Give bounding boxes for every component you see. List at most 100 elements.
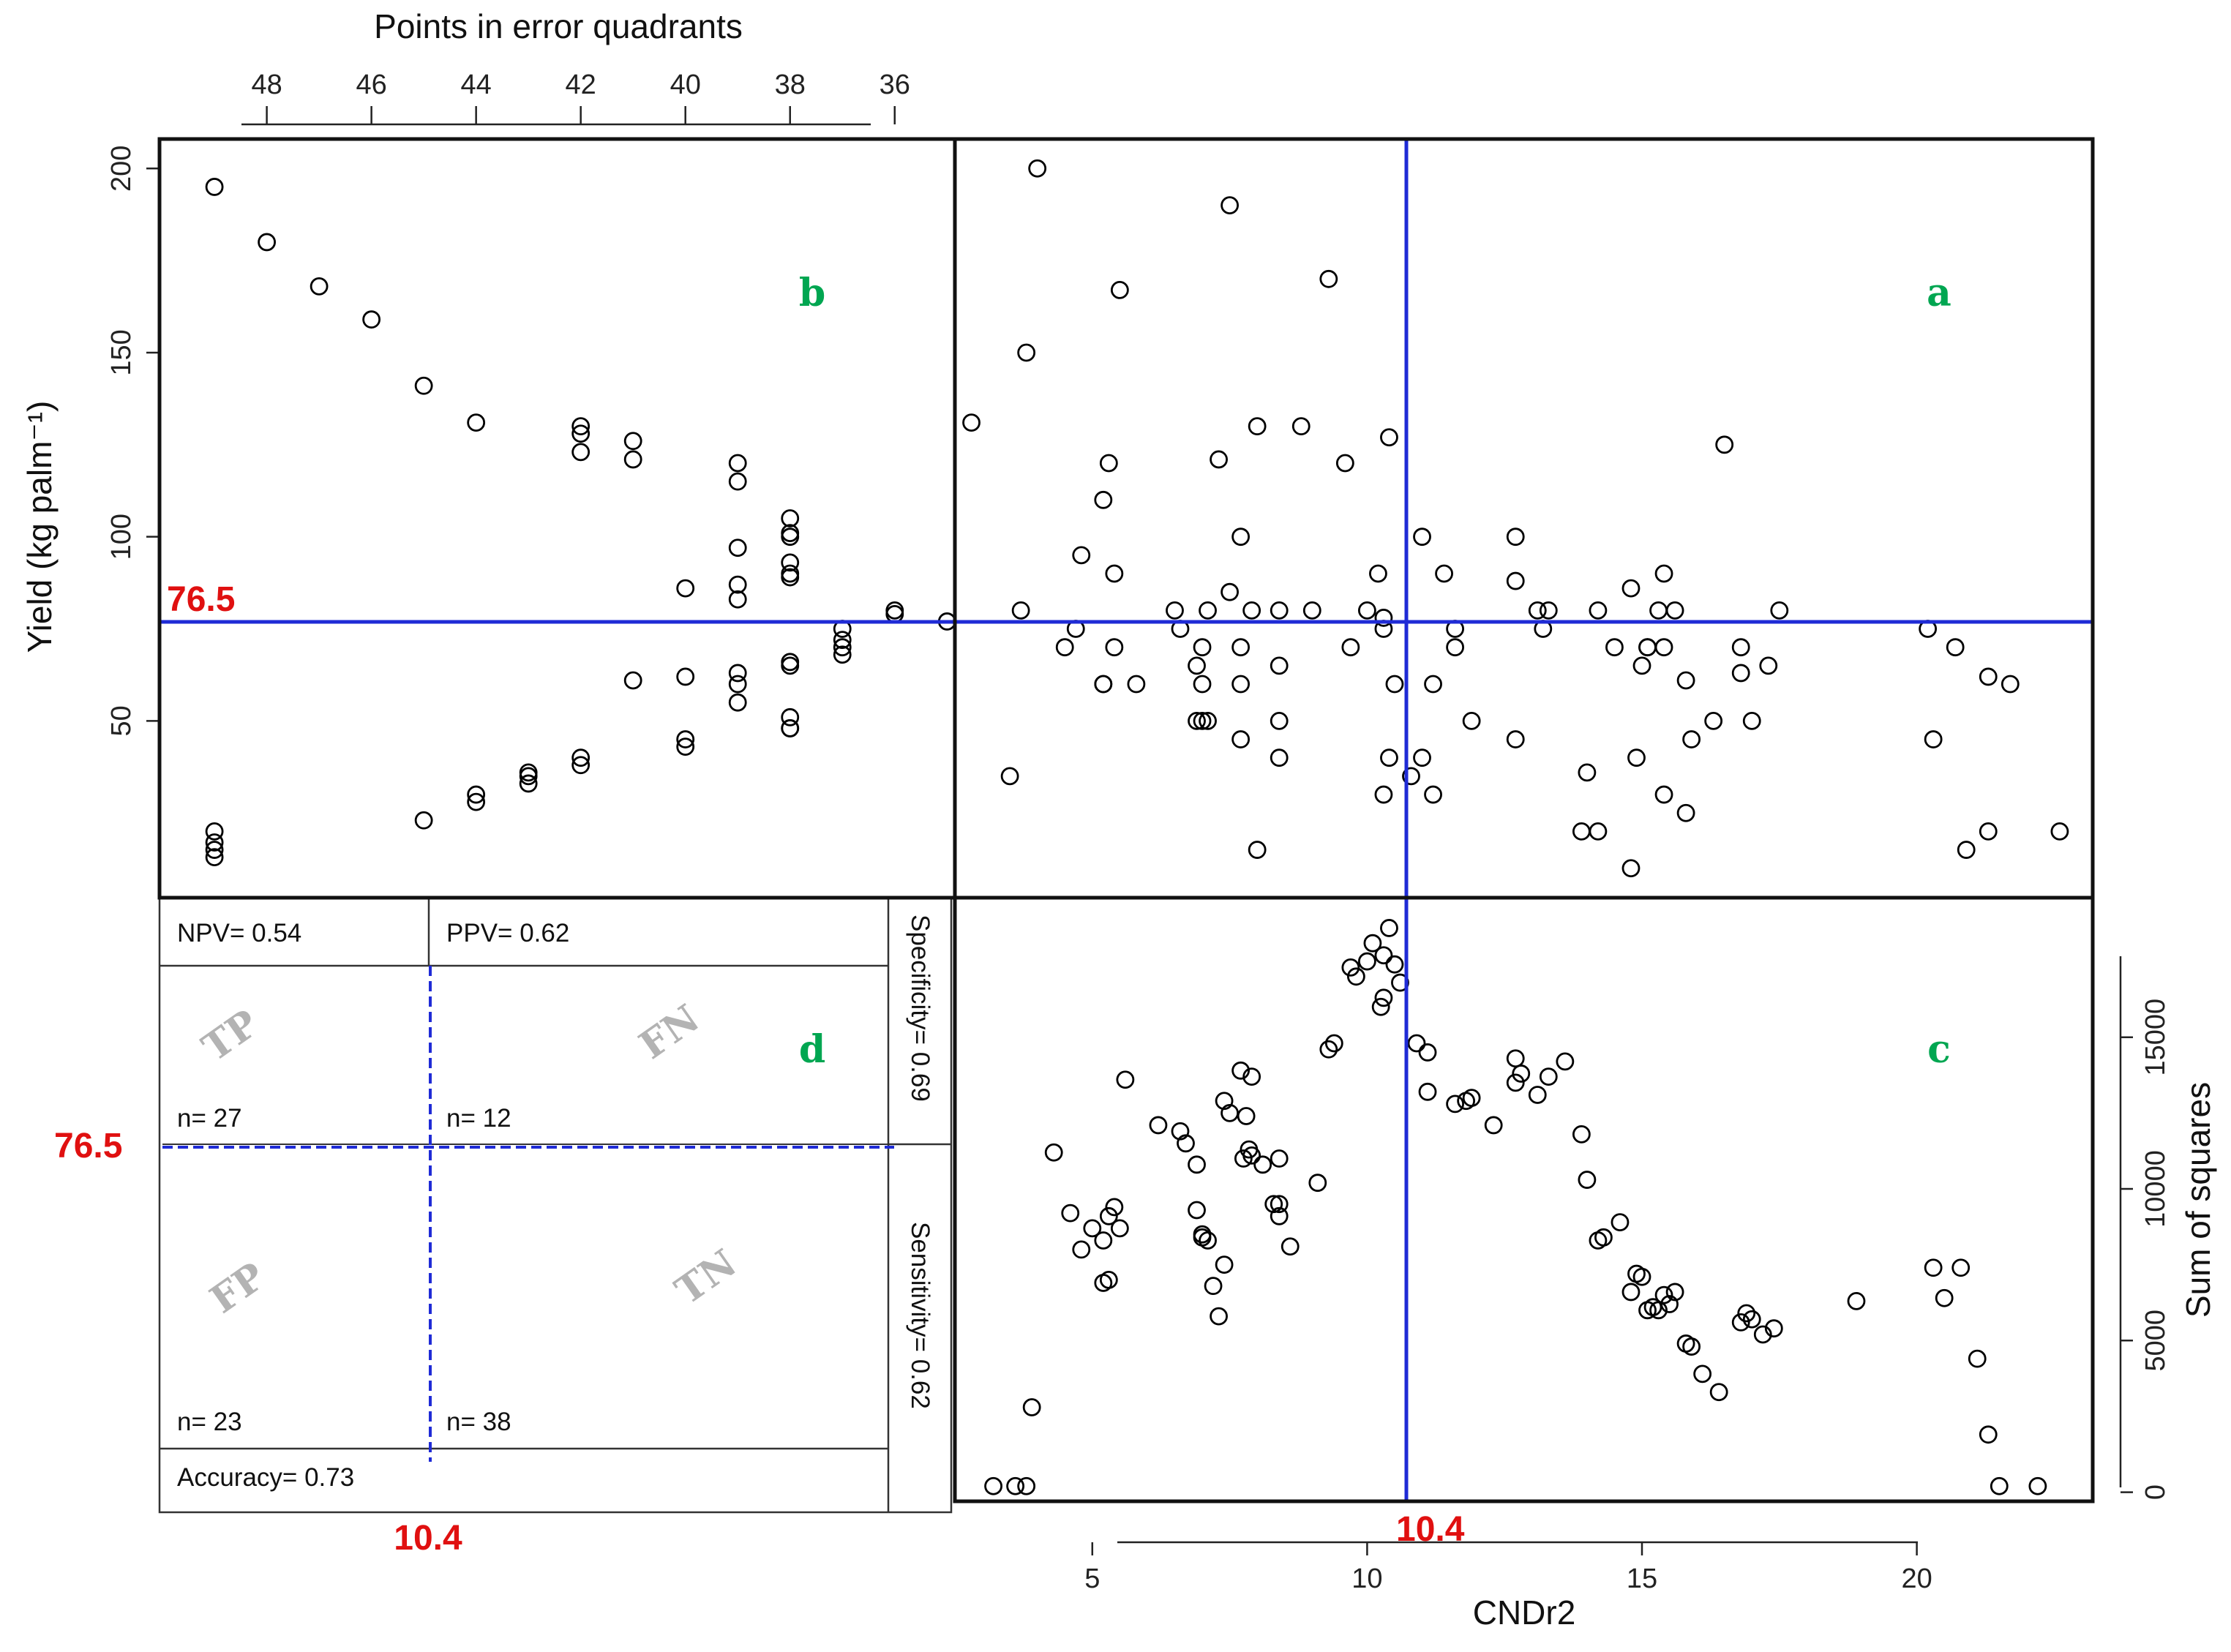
panel-a-point xyxy=(1946,638,1965,657)
panel-b-point xyxy=(205,841,224,859)
panel-b-top-ticks: 48 46 44 42 40 38 36 xyxy=(251,70,910,124)
panel-c-point xyxy=(1022,1398,1041,1416)
panel-a-point xyxy=(1270,711,1289,730)
panel-c-point xyxy=(1742,1310,1761,1329)
panel-c-point xyxy=(1446,1095,1464,1114)
panel-b-point xyxy=(728,590,747,609)
panel-c-point xyxy=(1484,1116,1503,1135)
panel-b-point xyxy=(310,277,329,296)
panel-a-point xyxy=(1248,417,1267,436)
panel-a-point xyxy=(1979,822,1998,841)
panel-c-point xyxy=(1611,1213,1630,1231)
panel-c-x-axis-title: CNDr2 xyxy=(1473,1593,1576,1632)
panel-c: 5 10 15 20 0 5000 10000 15000 CNDr2 Sum of squ… xyxy=(984,919,2217,1632)
quadrant-tn-label: TN xyxy=(667,1241,745,1313)
panel-b-point xyxy=(467,792,486,811)
panel-a-point xyxy=(1506,730,1525,748)
panel-c-point xyxy=(1621,1283,1641,1302)
panel-b-point xyxy=(781,656,800,675)
panel-c-point xyxy=(1346,967,1365,986)
panel-a-point xyxy=(1242,601,1261,620)
panel-c-point xyxy=(1737,1304,1756,1323)
quadrant-fn-count: n= 12 xyxy=(446,1104,511,1133)
panel-b-point xyxy=(519,767,538,786)
panel-a-point xyxy=(1638,638,1657,657)
panel-c-point xyxy=(1253,1155,1272,1174)
panel-b-point xyxy=(571,443,590,462)
panel-a-point xyxy=(1231,527,1251,547)
panel-a-point xyxy=(2050,822,2069,841)
panel-c-point xyxy=(1324,1034,1343,1053)
panel-c-bottom-tick-label: 10 xyxy=(1351,1563,1382,1594)
panel-c-point xyxy=(1506,1049,1525,1068)
panel-b-point xyxy=(781,564,800,583)
quadrant-fn-label: FN xyxy=(631,996,708,1067)
panel-b-point xyxy=(676,737,695,756)
panel-c-point xyxy=(1935,1288,1954,1307)
quadrant-fp-label: FP xyxy=(202,1254,273,1323)
panel-b-point xyxy=(781,653,800,672)
panel-b-point xyxy=(728,575,747,594)
panel-a-point xyxy=(1676,671,1695,690)
panel-a-point xyxy=(1682,730,1701,748)
panel-b-point xyxy=(781,553,800,572)
panel-c-bottom-ticks: 5 10 15 20 xyxy=(1084,1542,1932,1594)
panel-a-point xyxy=(1055,638,1074,657)
panel-c-letter: c xyxy=(1927,1027,1951,1072)
panel-c-point xyxy=(1264,1195,1283,1214)
yield-threshold-label-top: 76.5 xyxy=(167,580,235,619)
panel-a-point xyxy=(1188,656,1206,675)
panel-a-point xyxy=(1374,785,1393,804)
panel-b-point xyxy=(571,756,590,775)
panel-a-point xyxy=(1358,601,1376,620)
panel-a-point xyxy=(1199,711,1217,730)
panel-c-right-tick-label: 10000 xyxy=(2140,1150,2171,1228)
panel-c-point xyxy=(1017,1476,1036,1495)
panel-a-point xyxy=(1335,454,1354,473)
panel-c-point xyxy=(1556,1052,1575,1071)
panel-c-right-tick-label: 15000 xyxy=(2140,999,2171,1076)
quadrant-fp-count: n= 23 xyxy=(177,1408,242,1436)
panel-a-point xyxy=(1248,841,1267,859)
panel-c-point xyxy=(1374,988,1393,1007)
panel-c-point xyxy=(1240,1140,1259,1159)
panel-a-point xyxy=(1462,711,1481,730)
panel-a-letter: a xyxy=(1927,271,1951,315)
panel-c-point xyxy=(1110,1219,1129,1238)
panel-b-point xyxy=(467,785,486,804)
panel-a-point xyxy=(1506,571,1525,590)
panel-b-point xyxy=(781,707,800,726)
panel-b-point xyxy=(571,424,590,443)
panel-b-point xyxy=(467,413,486,432)
panel-b-top-tick-label: 40 xyxy=(670,70,701,100)
quadrant-tp-label: TP xyxy=(195,1001,267,1070)
panel-c-point xyxy=(1149,1116,1168,1135)
panel-c-point xyxy=(1847,1291,1866,1310)
panel-c-point xyxy=(1044,1143,1063,1162)
panel-a-point xyxy=(1105,638,1124,657)
panel-a-point xyxy=(1589,822,1608,841)
panel-c-point xyxy=(1418,1043,1437,1062)
panel-c-point xyxy=(1006,1476,1025,1495)
panel-b-left-tick-label: 50 xyxy=(106,705,137,736)
yield-threshold-label-left: 76.5 xyxy=(54,1127,122,1165)
panel-c-point xyxy=(1270,1206,1289,1225)
quadrant-tn-count: n= 38 xyxy=(446,1408,511,1436)
panel-a-point xyxy=(1000,767,1019,786)
panel-b-point xyxy=(833,645,852,664)
panel-a-point xyxy=(1374,609,1393,627)
panel-b-point xyxy=(676,579,695,598)
panel-a-point xyxy=(1654,785,1673,804)
ppv-value: PPV= 0.62 xyxy=(446,919,569,947)
panel-c-point xyxy=(1099,1270,1118,1289)
panel-a-point xyxy=(1193,711,1212,730)
panel-a-point xyxy=(1435,564,1453,583)
panel-c-point xyxy=(1528,1086,1547,1104)
panel-a-point xyxy=(1231,638,1251,657)
panel-a-point xyxy=(1704,711,1723,730)
panel-a-points xyxy=(962,159,2069,878)
panel-b-letter: b xyxy=(799,271,825,315)
panel-b-point xyxy=(781,524,800,543)
panel-c-point xyxy=(1654,1285,1673,1304)
